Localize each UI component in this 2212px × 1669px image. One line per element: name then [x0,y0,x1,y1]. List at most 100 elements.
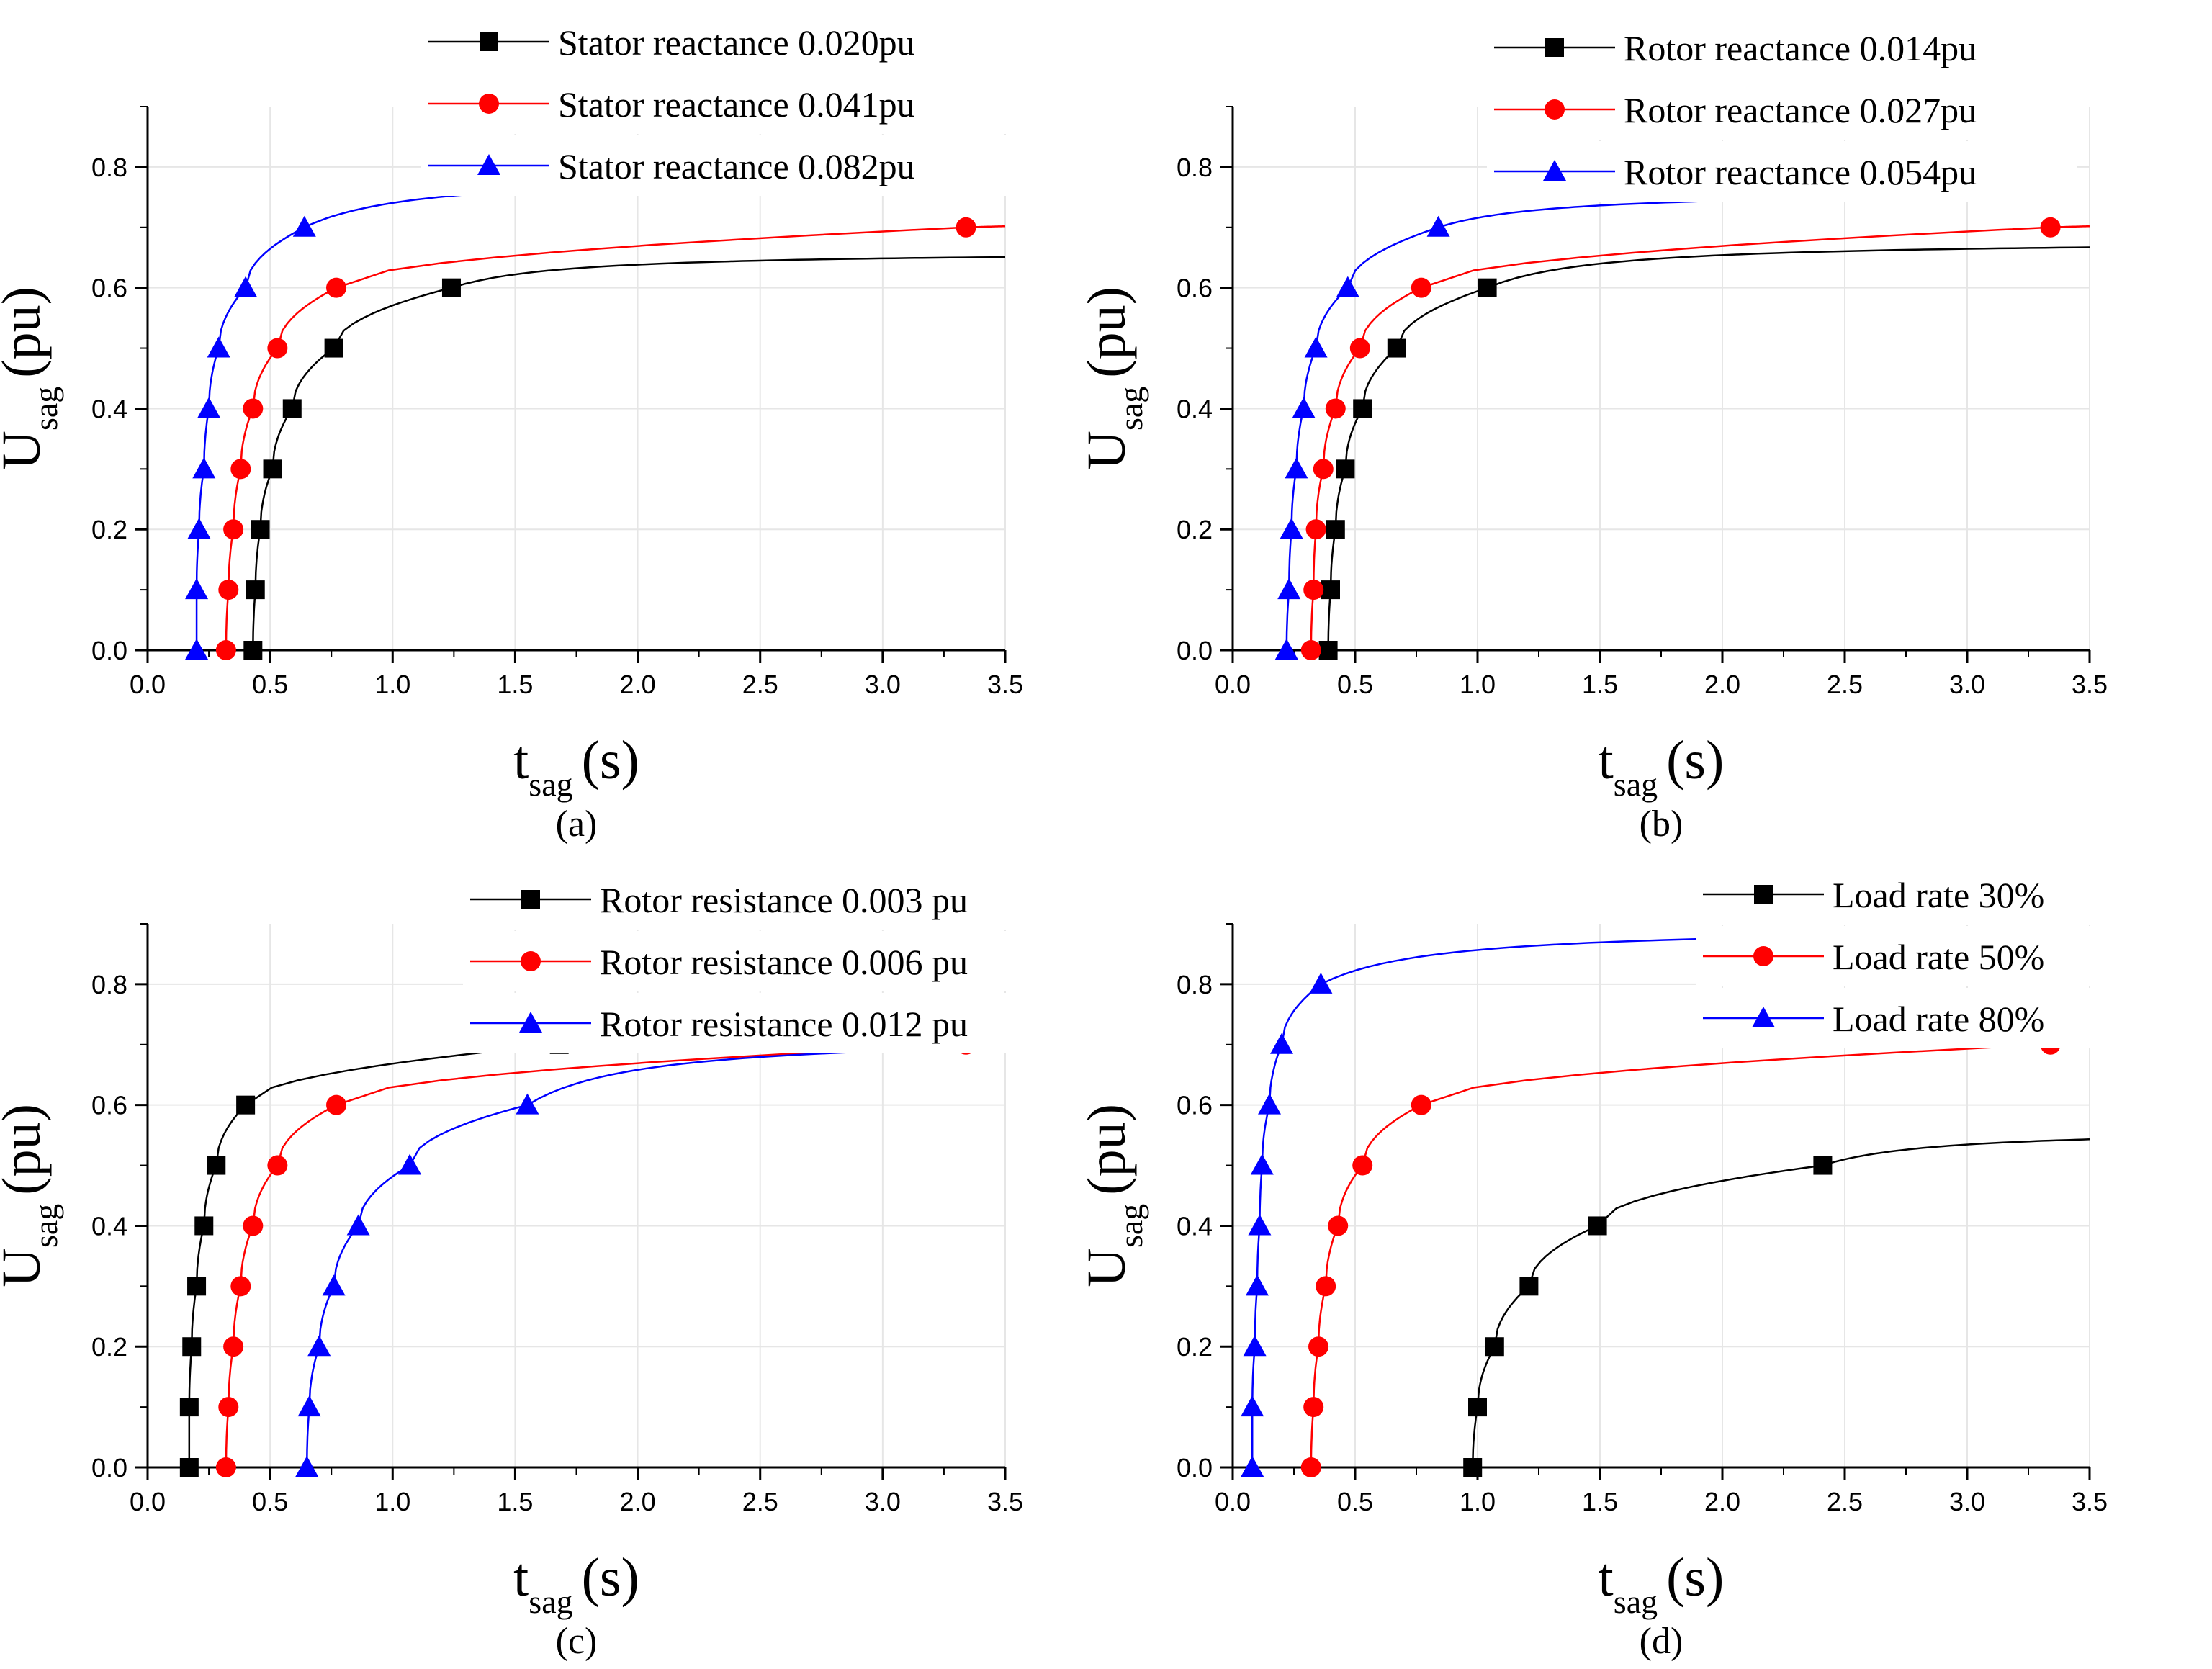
chart-panel-b: 0.0 0.5 1.0 1.5 2.0 2.5 3.0 3.5 0.0 0.2 0.4 0.6 0.8 t… [1076,17,2108,845]
x-tick-label: 2.0 [1704,1487,1740,1516]
x-tick-label: 2.0 [1704,670,1740,699]
series-square [1318,246,2090,660]
data-point [1303,580,1324,600]
chart-panel-a: 0.0 0.5 1.0 1.5 2.0 2.5 3.0 3.5 0.0 0.2 0.4 0.6 0.8 t… [0,12,1023,845]
x-tick-label: 2.0 [620,670,656,699]
data-point [230,459,251,480]
y-axis-label-unit: (pu) [1076,287,1137,378]
y-axis-label-main: U [1076,431,1137,470]
data-point [1326,520,1345,539]
data-point [267,1155,288,1176]
series-triangle [1241,935,1809,1477]
data-point [398,1153,422,1175]
series-triangle [295,1046,1006,1477]
data-point [243,398,264,419]
legend-label: Rotor resistance 0.006 pu [600,942,968,982]
y-tick-label: 0.4 [91,1211,127,1241]
x-tick-label: 1.5 [1582,1487,1618,1516]
data-point [1241,1395,1264,1417]
legend-label: Load rate 30% [1833,875,2044,915]
data-point [246,580,265,600]
y-tick-label: 0.2 [1177,1332,1213,1362]
x-tick-label: 1.5 [497,670,533,699]
data-point [1321,580,1340,600]
legend-marker [1752,1007,1775,1027]
x-tick-label: 3.5 [987,670,1023,699]
x-tick-label: 0.5 [1337,1487,1373,1516]
series-circle [215,217,1006,660]
y-axis-label-sub: sag [27,1204,64,1248]
data-point [326,1094,347,1115]
legend-label: Stator reactance 0.082pu [558,146,915,186]
y-axis-label-main: U [0,1248,52,1287]
series-square [243,256,1006,660]
x-tick-label: 1.5 [497,1487,533,1516]
x-tick-label: 3.0 [865,670,901,699]
data-point [441,278,461,297]
legend-label: Rotor reactance 0.054pu [1624,152,1977,192]
y-tick-label: 0.2 [91,1332,127,1362]
legend-label: Rotor reactance 0.027pu [1624,90,1977,130]
series-triangle [185,189,528,660]
data-point [1352,1155,1373,1176]
data-point [1309,972,1333,994]
data-point [243,641,263,660]
data-point [297,1395,321,1417]
legend: Rotor reactance 0.014pu Rotor reactance 0… [1487,17,2077,202]
panel-label: (d) [1640,1621,1683,1662]
legend-label: Stator reactance 0.020pu [558,22,915,63]
data-point [194,1216,214,1236]
data-point [263,459,282,479]
y-tick-label: 0.2 [91,515,127,544]
y-tick-label: 0.4 [1177,1211,1213,1241]
y-axis-label: Usag (pu) [0,1104,64,1287]
y-axis-label-sub: sag [1112,387,1149,431]
y-tick-label: 0.0 [91,636,127,665]
data-point [516,1093,539,1115]
x-axis-label-unit: (s) [582,730,639,791]
y-tick-label: 0.2 [1177,515,1213,544]
data-point [1387,338,1406,358]
x-tick-label: 2.5 [742,670,778,699]
legend-label: Rotor resistance 0.003 pu [600,880,968,920]
x-tick-label: 3.0 [865,1487,901,1516]
data-point [207,1156,226,1175]
data-point [1250,1153,1274,1175]
data-point [230,1276,251,1297]
data-point [326,277,347,298]
data-point [1292,397,1316,418]
x-axis-label-unit: (s) [1666,730,1724,791]
legend-marker [521,951,541,971]
y-tick-label: 0.4 [1177,394,1213,423]
y-axis-label: Usag (pu) [1076,1104,1149,1287]
data-point [1336,276,1359,297]
data-point [1243,1335,1267,1357]
data-point [187,518,211,539]
x-axis-label-sub: sag [1614,766,1658,803]
data-point [1468,1398,1487,1417]
x-tick-label: 1.0 [374,670,410,699]
data-point [1411,277,1431,298]
data-point [295,1456,319,1477]
data-point [1478,278,1497,297]
data-point [1270,1033,1293,1054]
y-tick-label: 0.6 [91,274,127,303]
legend-marker [480,32,498,51]
x-axis-label: tsag (s) [1599,1547,1725,1620]
series-line [305,1046,1006,1468]
y-tick-label: 0.8 [1177,153,1213,182]
panel-label: (b) [1640,804,1683,845]
data-point [1280,518,1303,539]
y-tick-label: 0.6 [1177,274,1213,303]
data-point [243,1215,264,1236]
data-point [251,520,270,539]
x-tick-label: 1.0 [1460,670,1496,699]
data-point [223,519,244,540]
legend-marker [1754,885,1773,904]
y-tick-label: 0.8 [1177,970,1213,999]
legend-label: Load rate 80% [1833,999,2044,1039]
y-axis-label-sub: sag [1112,1204,1149,1248]
data-point [1300,640,1321,660]
data-point [1349,338,1370,359]
data-point [1274,639,1298,660]
